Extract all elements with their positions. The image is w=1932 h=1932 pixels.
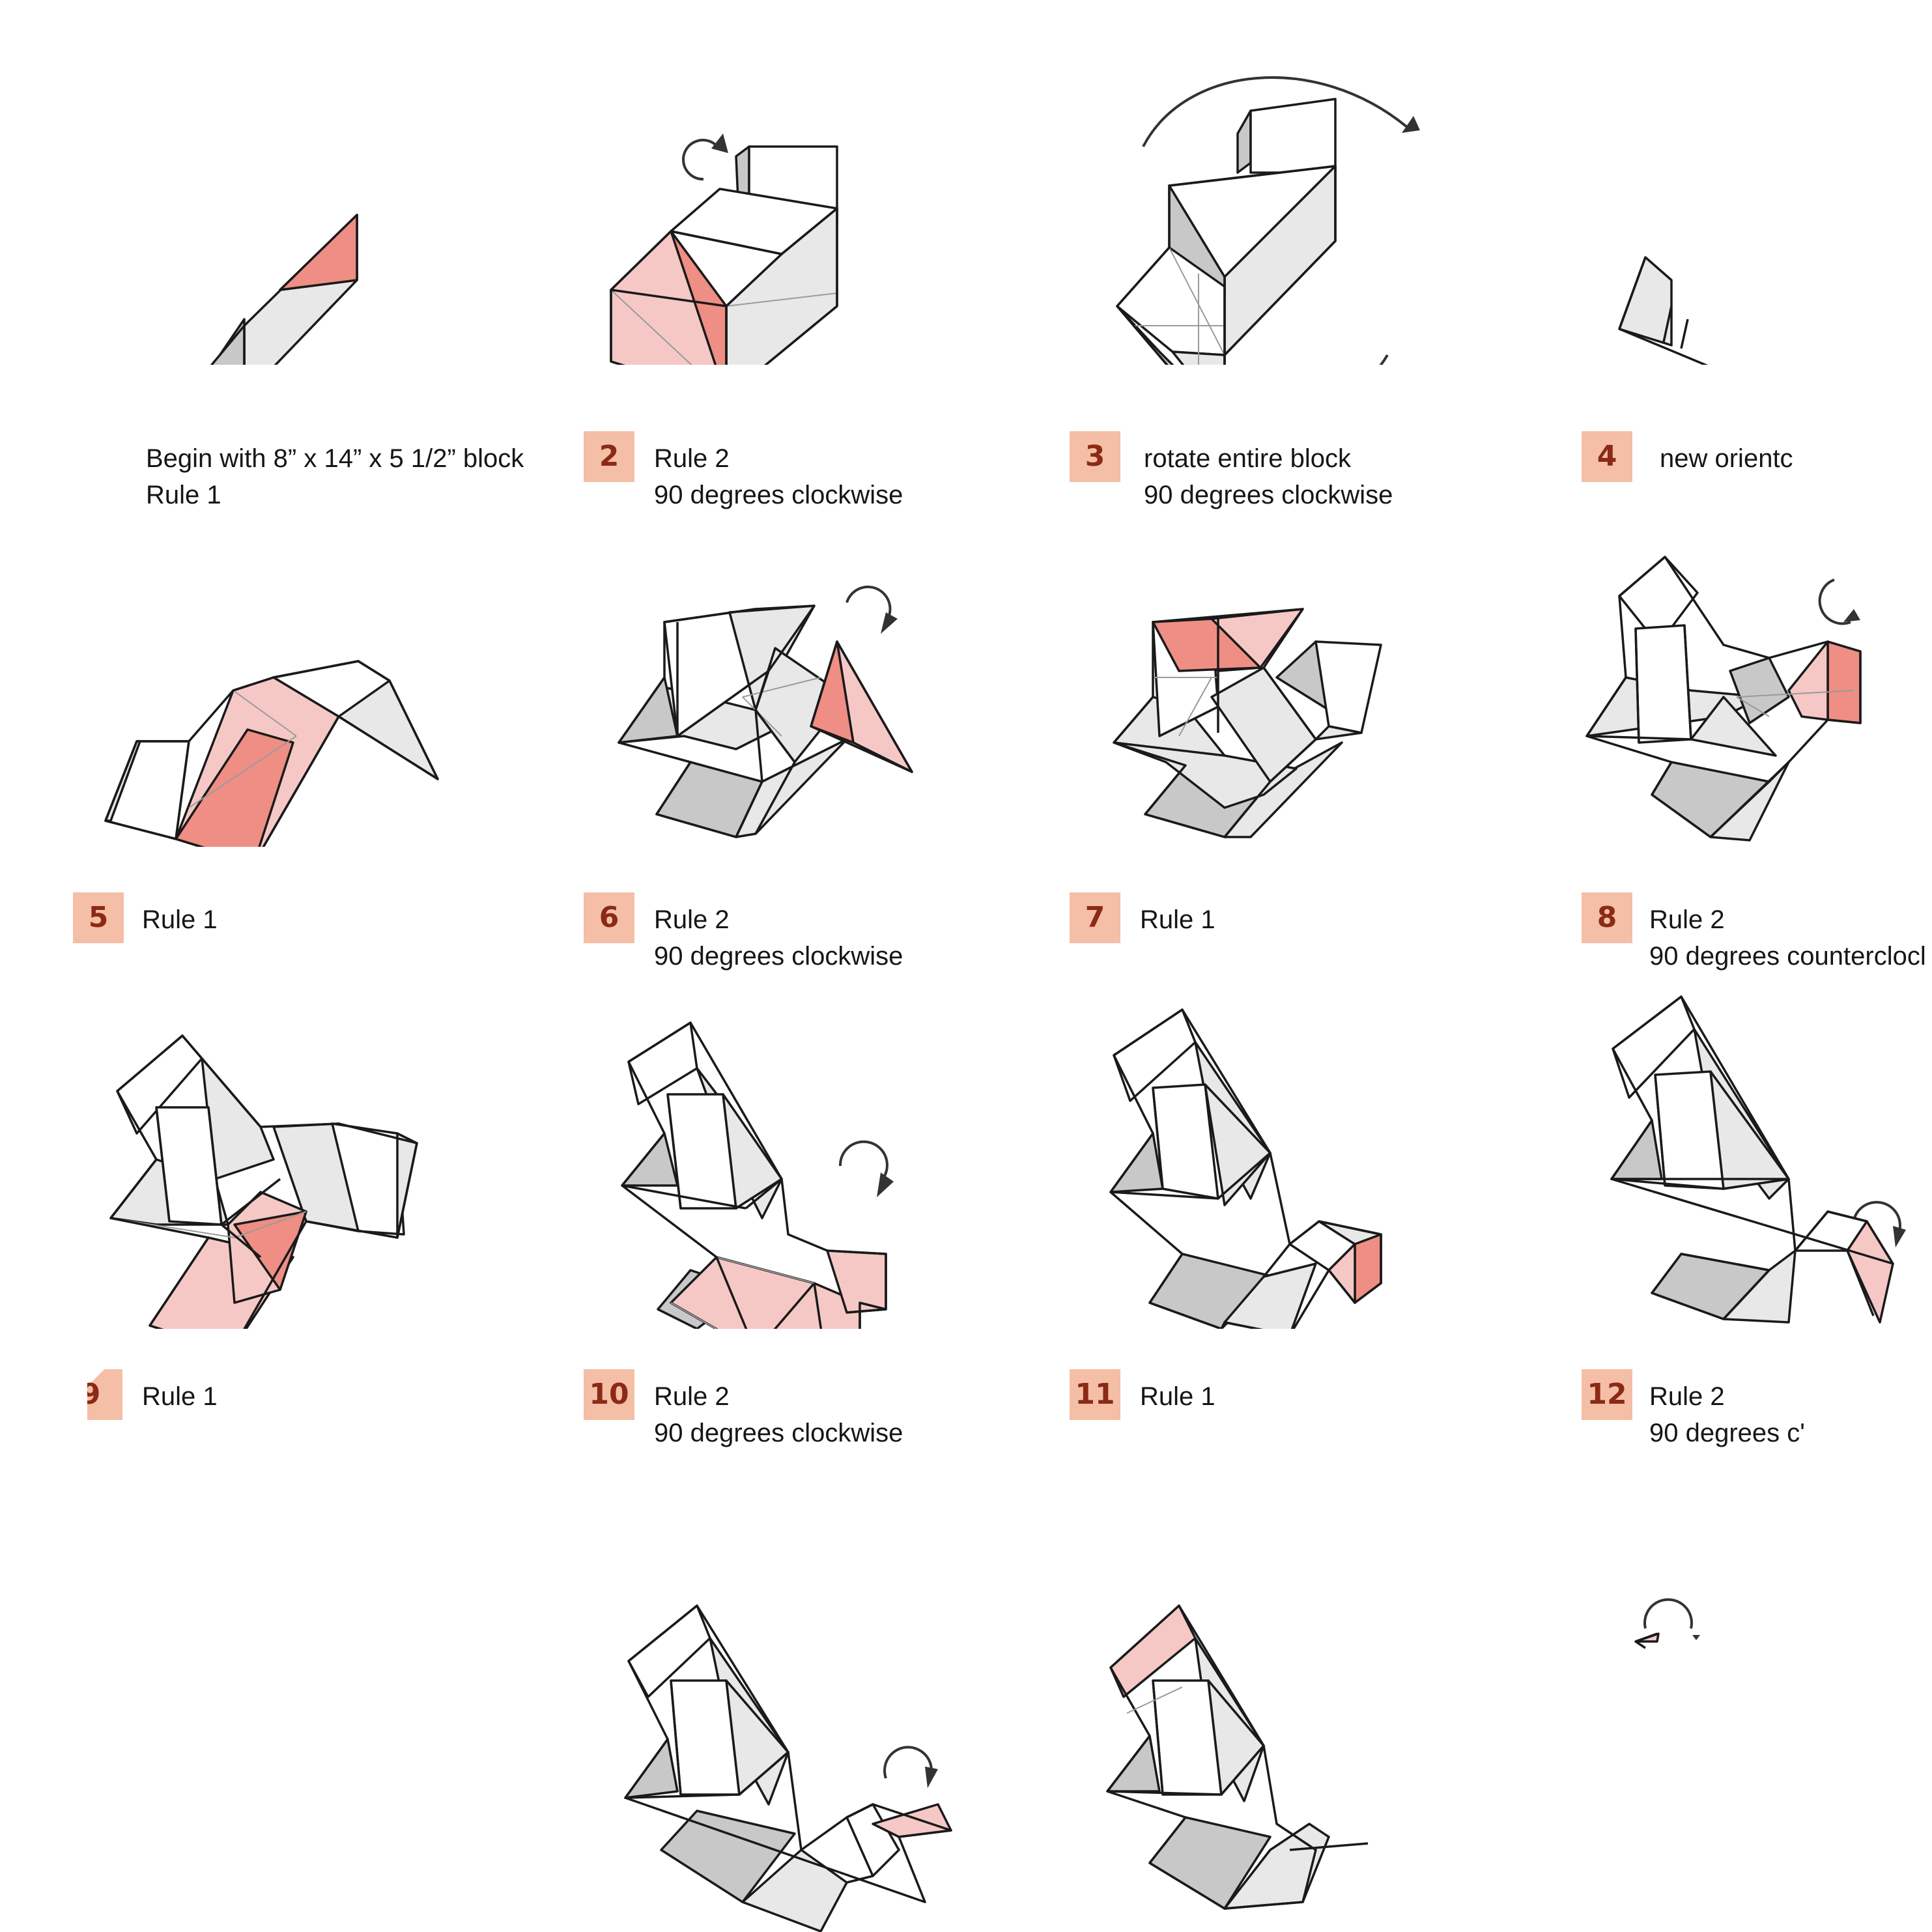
block-diagram-step-9 <box>109 1034 418 1329</box>
block-diagram-step-3 <box>1116 76 1420 365</box>
step-15 <box>1450 1576 1932 1932</box>
step-9-number: 9 <box>87 1378 101 1411</box>
step-11-caption-line-1: Rule 1 <box>1140 1382 1215 1411</box>
block-diagram-step-14 <box>1106 1604 1369 1910</box>
step-12-caption-line-2: 90 degrees c' <box>1649 1419 1805 1447</box>
step-2-caption-line-1: Rule 2 <box>654 444 730 473</box>
step-12: 12 Rule 2 90 degrees c' <box>1450 964 1932 1447</box>
rotate-clockwise-arrow-icon <box>845 586 898 634</box>
step-8: 8 Rule 2 90 degrees counterclocl <box>1450 482 1932 971</box>
rotate-clockwise-arrow-icon <box>883 1746 938 1788</box>
block-diagram-step-5 <box>104 660 439 847</box>
step-11: 11 Rule 1 <box>964 964 1446 1433</box>
step-11-number-badge: 11 <box>1070 1369 1120 1420</box>
step-12-caption-line-1: Rule 2 <box>1649 1382 1725 1411</box>
step-6-figure <box>482 482 964 847</box>
step-4-caption-line-1: new orientc <box>1660 444 1793 473</box>
block-diagram-step-11 <box>1109 1008 1382 1329</box>
step-13-figure <box>482 1576 964 1932</box>
step-3-number-badge: 3 <box>1070 431 1120 482</box>
step-7-number-badge: 7 <box>1070 892 1120 943</box>
step-2-figure <box>482 0 964 365</box>
step-4-number-badge: 4 <box>1582 431 1632 482</box>
step-12-figure <box>1450 964 1932 1329</box>
block-diagram-step-15 <box>1634 1598 1700 1649</box>
step-5: 5 Rule 1 <box>0 482 482 951</box>
step-14-figure <box>964 1576 1446 1932</box>
step-5-caption-line-1: Rule 1 <box>142 905 218 934</box>
step-2-number-badge: 2 <box>584 431 634 482</box>
block-diagram-step-1 <box>210 214 358 365</box>
step-14 <box>964 1576 1446 1932</box>
step-6-number-badge: 6 <box>584 892 634 943</box>
step-8-caption-line-2: 90 degrees counterclocl <box>1649 942 1926 971</box>
block-diagram-step-12 <box>1610 995 1906 1324</box>
step-9-caption-line-1: Rule 1 <box>142 1382 218 1411</box>
block-diagram-step-10 <box>621 1021 894 1329</box>
step-15-figure <box>1450 1576 1932 1932</box>
step-6-caption-line-1: Rule 2 <box>654 905 730 934</box>
step-8-figure <box>1450 482 1932 847</box>
rotate-clockwise-arrow-icon <box>1142 76 1420 365</box>
block-diagram-step-6 <box>618 586 913 838</box>
block-diagram-step-13 <box>624 1604 952 1932</box>
step-12-number-badge: 12 <box>1582 1369 1632 1420</box>
step-4: 4 new orientc <box>1450 0 1932 482</box>
step-8-caption-line-1: Rule 2 <box>1649 905 1725 934</box>
block-diagram-step-8 <box>1585 556 1862 842</box>
step-6-caption-line-2: 90 degrees clockwise <box>654 942 903 971</box>
step-10-number-badge: 10 <box>584 1369 634 1420</box>
step-10-caption-line-2: 90 degrees clockwise <box>654 1419 903 1447</box>
block-diagram-step-2 <box>610 134 838 365</box>
step-11-figure <box>964 964 1446 1329</box>
step-1: Begin with 8” x 14” x 5 1/2” block Rule … <box>0 0 524 509</box>
step-5-number-badge: 5 <box>73 892 124 943</box>
block-diagram-step-7 <box>1113 608 1382 838</box>
step-1-caption-line-1: Begin with 8” x 14” x 5 1/2” block <box>146 444 524 473</box>
step-6: 6 Rule 2 90 degrees clockwise <box>482 482 964 971</box>
step-3-caption-line-1: rotate entire block <box>1144 444 1351 473</box>
step-7: 7 Rule 1 <box>964 482 1446 951</box>
block-diagram-step-4 <box>1618 256 1709 365</box>
step-10-figure <box>482 964 964 1329</box>
rotate-clockwise-arrow-icon <box>838 1140 894 1197</box>
rotate-clockwise-arrow-icon <box>1643 1598 1700 1640</box>
rotate-counterclockwise-arrow-icon <box>1818 578 1860 625</box>
step-7-caption-line-1: Rule 1 <box>1140 905 1215 934</box>
step-1-figure <box>0 0 482 365</box>
step-2: 2 Rule 2 90 degrees clockwise <box>482 0 964 509</box>
step-10-caption-line-1: Rule 2 <box>654 1382 730 1411</box>
step-3: 3 rotate entire block 90 degrees clockwi… <box>964 0 1446 509</box>
step-1-caption-line-2: Rule 1 <box>146 481 221 509</box>
step-4-figure <box>1450 0 1932 365</box>
step-10: 10 Rule 2 90 degrees clockwise <box>482 964 964 1447</box>
step-13 <box>482 1576 964 1932</box>
step-3-figure <box>964 0 1446 365</box>
step-3-caption-line-2: 90 degrees clockwise <box>1144 481 1393 509</box>
step-2-caption-line-2: 90 degrees clockwise <box>654 481 903 509</box>
step-9-number-badge: 9 <box>87 1369 122 1420</box>
step-9: 9 Rule 1 <box>0 964 482 1433</box>
step-7-figure <box>964 482 1446 847</box>
rotate-clockwise-arrow-icon <box>682 134 728 181</box>
step-8-number-badge: 8 <box>1582 892 1632 943</box>
step-9-figure <box>0 964 482 1329</box>
step-5-figure <box>0 482 482 847</box>
